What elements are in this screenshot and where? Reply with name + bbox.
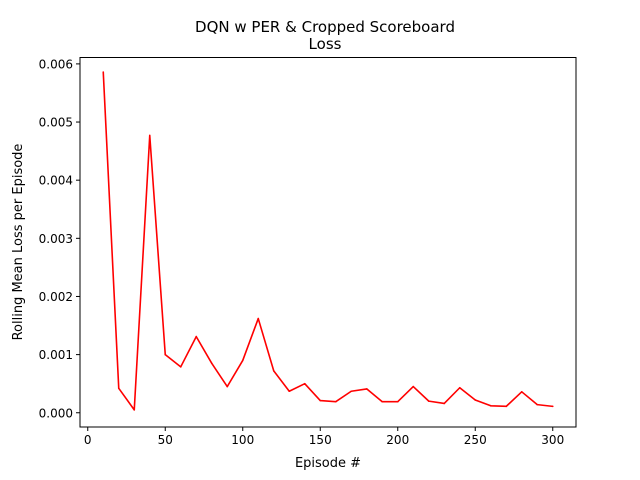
data-point [303, 382, 306, 385]
data-point [102, 71, 105, 73]
data-point [365, 388, 368, 390]
data-point [350, 390, 353, 393]
y-tick-label: 0.005 [39, 116, 73, 130]
data-point [272, 370, 275, 372]
y-tick-label: 0.000 [39, 406, 73, 420]
data-point [241, 359, 244, 362]
x-tick-label: 50 [158, 433, 173, 447]
y-axis-label: Rolling Mean Loss per Episode [11, 144, 26, 341]
data-point [551, 405, 554, 408]
data-point [458, 386, 461, 389]
data-point [505, 405, 508, 408]
data-point [257, 317, 260, 320]
data-point [133, 409, 136, 411]
chart-title-line2: Loss [309, 35, 342, 53]
data-point [489, 404, 492, 407]
data-point [117, 387, 120, 390]
x-tick-label: 300 [541, 433, 564, 447]
series-line [102, 72, 553, 411]
plot-frame [79, 57, 577, 428]
y-tick-label: 0.006 [39, 57, 73, 71]
data-point [164, 353, 167, 356]
data-point [195, 335, 198, 338]
data-layer [102, 71, 554, 411]
chart-title-line1: DQN w PER & Cropped Scoreboard [195, 18, 455, 36]
axes-layer: 0 50 100 150 200 250 300 0.000 0.001 0.002 0.003 0.… [39, 57, 565, 447]
data-point [319, 399, 322, 402]
x-tick-label: 0 [84, 433, 92, 447]
data-point [443, 402, 446, 405]
data-point [381, 400, 384, 403]
data-point [334, 400, 337, 403]
data-point [520, 391, 523, 393]
data-point [288, 390, 291, 393]
data-point [474, 399, 477, 401]
x-tick-label: 100 [231, 433, 254, 447]
data-point [427, 400, 430, 402]
y-tick-label: 0.003 [39, 232, 73, 246]
data-point [396, 400, 399, 403]
data-point [148, 134, 151, 137]
data-point [210, 362, 213, 365]
x-tick-label: 200 [386, 433, 409, 447]
data-point [226, 385, 229, 388]
x-tick-label: 150 [309, 433, 332, 447]
y-tick-label: 0.002 [39, 290, 73, 304]
data-point [412, 385, 415, 388]
y-tick-label: 0.004 [39, 174, 73, 188]
y-tick-label: 0.001 [39, 348, 73, 362]
data-point [536, 403, 539, 406]
data-point [179, 366, 182, 368]
x-tick-label: 250 [464, 433, 487, 447]
x-axis-label: Episode # [295, 456, 361, 471]
